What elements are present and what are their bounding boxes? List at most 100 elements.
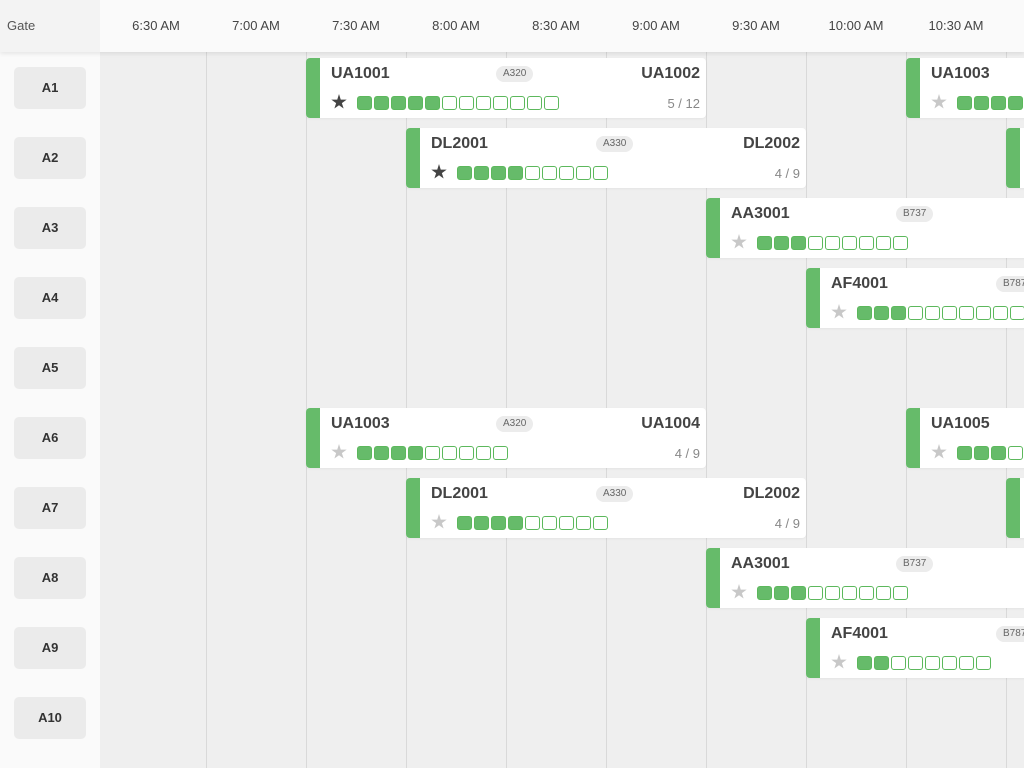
occupancy-cell: [425, 96, 440, 110]
occupancy-cells: [757, 236, 910, 250]
occupancy-cell: [991, 96, 1006, 110]
occupancy-cell: [942, 656, 957, 670]
occupancy-cell: [1008, 96, 1023, 110]
flight-card[interactable]: UA1003: [906, 58, 1024, 118]
occupancy-cell: [791, 236, 806, 250]
occupancy-cells: [857, 306, 1024, 320]
gate-button-a5[interactable]: A5: [14, 347, 86, 389]
flight-card[interactable]: AA3001 B737: [706, 198, 1024, 258]
occupancy-cell: [874, 656, 889, 670]
arrival-flight-code: AF4001: [831, 275, 888, 292]
favorite-star-icon[interactable]: [431, 164, 447, 179]
flight-card[interactable]: DL2001 A330 DL2002 4 / 9: [406, 128, 806, 188]
occupancy-cell: [857, 306, 872, 320]
occupancy-cell: [876, 236, 891, 250]
card-accent: [906, 58, 920, 118]
card-accent: [306, 408, 320, 468]
occupancy-cell: [1008, 446, 1023, 460]
gate-button-a10[interactable]: A10: [14, 697, 86, 739]
flight-card[interactable]: DL2001 A330 DL2002 4 / 9: [406, 478, 806, 538]
occupancy-count: 4 / 9: [774, 516, 800, 531]
occupancy-cell: [459, 446, 474, 460]
gate-button-a3[interactable]: A3: [14, 207, 86, 249]
arrival-flight-code: UA1003: [331, 415, 390, 432]
occupancy-count: 4 / 9: [774, 166, 800, 181]
gate-button-a6[interactable]: A6: [14, 417, 86, 459]
card-accent: [1006, 478, 1020, 538]
occupancy-cell: [1010, 306, 1024, 320]
flight-card[interactable]: UA1003 A320 UA1004 4 / 9: [306, 408, 706, 468]
occupancy-cell: [976, 656, 991, 670]
arrival-flight-code: UA1003: [931, 65, 990, 82]
aircraft-type-badge: B737: [896, 556, 934, 572]
time-label: 10:30 AM: [928, 18, 984, 33]
aircraft-type-badge: B787: [996, 626, 1024, 642]
occupancy-cell: [842, 586, 857, 600]
gate-button-a8[interactable]: A8: [14, 557, 86, 599]
arrival-flight-code: DL2001: [431, 135, 488, 152]
occupancy-cell: [442, 96, 457, 110]
occupancy-cell: [959, 306, 974, 320]
occupancy-cell: [893, 586, 908, 600]
occupancy-cell: [893, 236, 908, 250]
gate-column-header: Gate: [0, 0, 100, 52]
aircraft-type-badge: A320: [496, 416, 534, 432]
occupancy-cell: [476, 96, 491, 110]
aircraft-type-badge: B737: [896, 206, 934, 222]
occupancy-cell: [408, 96, 423, 110]
favorite-star-icon[interactable]: [431, 514, 447, 529]
flight-card[interactable]: [1006, 478, 1024, 538]
departure-flight-code: UA1004: [641, 415, 700, 432]
flight-card[interactable]: AF4001 B787: [806, 268, 1024, 328]
flight-card[interactable]: UA1001 A320 UA1002 5 / 12: [306, 58, 706, 118]
timeline-header: Gate 6:30 AM 7:00 AM 7:30 AM 8:00 AM 8:30 AM…: [0, 0, 1024, 52]
favorite-star-icon[interactable]: [331, 444, 347, 459]
gate-button-a1[interactable]: A1: [14, 67, 86, 109]
occupancy-cell: [974, 96, 989, 110]
flight-card[interactable]: AA3001 B737: [706, 548, 1024, 608]
favorite-star-icon[interactable]: [931, 94, 947, 109]
occupancy-cell: [493, 446, 508, 460]
gate-button-a9[interactable]: A9: [14, 627, 86, 669]
occupancy-cell: [842, 236, 857, 250]
departure-flight-code: DL2002: [743, 485, 800, 502]
favorite-star-icon[interactable]: [331, 94, 347, 109]
occupancy-cell: [474, 166, 489, 180]
occupancy-cell: [457, 516, 472, 530]
gate-button-a7[interactable]: A7: [14, 487, 86, 529]
flight-card[interactable]: UA1005: [906, 408, 1024, 468]
gate-button-a4[interactable]: A4: [14, 277, 86, 319]
favorite-star-icon[interactable]: [831, 654, 847, 669]
departure-flight-code: UA1002: [641, 65, 700, 82]
occupancy-cell: [808, 236, 823, 250]
favorite-star-icon[interactable]: [931, 444, 947, 459]
occupancy-cell: [976, 306, 991, 320]
occupancy-cell: [891, 656, 906, 670]
arrival-flight-code: UA1005: [931, 415, 990, 432]
occupancy-cell: [374, 446, 389, 460]
gate-timeline[interactable]: UA1001 A320 UA1002 5 / 12 UA1003 DL2001 A330 DL…: [106, 0, 1024, 768]
occupancy-cell: [357, 96, 372, 110]
occupancy-cell: [857, 656, 872, 670]
occupancy-cell: [474, 516, 489, 530]
occupancy-cell: [859, 586, 874, 600]
gate-button-a2[interactable]: A2: [14, 137, 86, 179]
occupancy-cells: [957, 96, 1024, 110]
favorite-star-icon[interactable]: [831, 304, 847, 319]
time-label: 7:30 AM: [332, 18, 380, 33]
occupancy-cell: [527, 96, 542, 110]
card-accent: [806, 268, 820, 328]
occupancy-cells: [957, 446, 1024, 460]
occupancy-cell: [559, 516, 574, 530]
favorite-star-icon[interactable]: [731, 234, 747, 249]
occupancy-cell: [491, 516, 506, 530]
flight-card[interactable]: [1006, 128, 1024, 188]
occupancy-cell: [825, 586, 840, 600]
occupancy-cell: [476, 446, 491, 460]
occupancy-cell: [559, 166, 574, 180]
favorite-star-icon[interactable]: [731, 584, 747, 599]
occupancy-cells: [457, 516, 610, 530]
flight-card[interactable]: AF4001 B787: [806, 618, 1024, 678]
occupancy-cell: [859, 236, 874, 250]
occupancy-cell: [593, 166, 608, 180]
